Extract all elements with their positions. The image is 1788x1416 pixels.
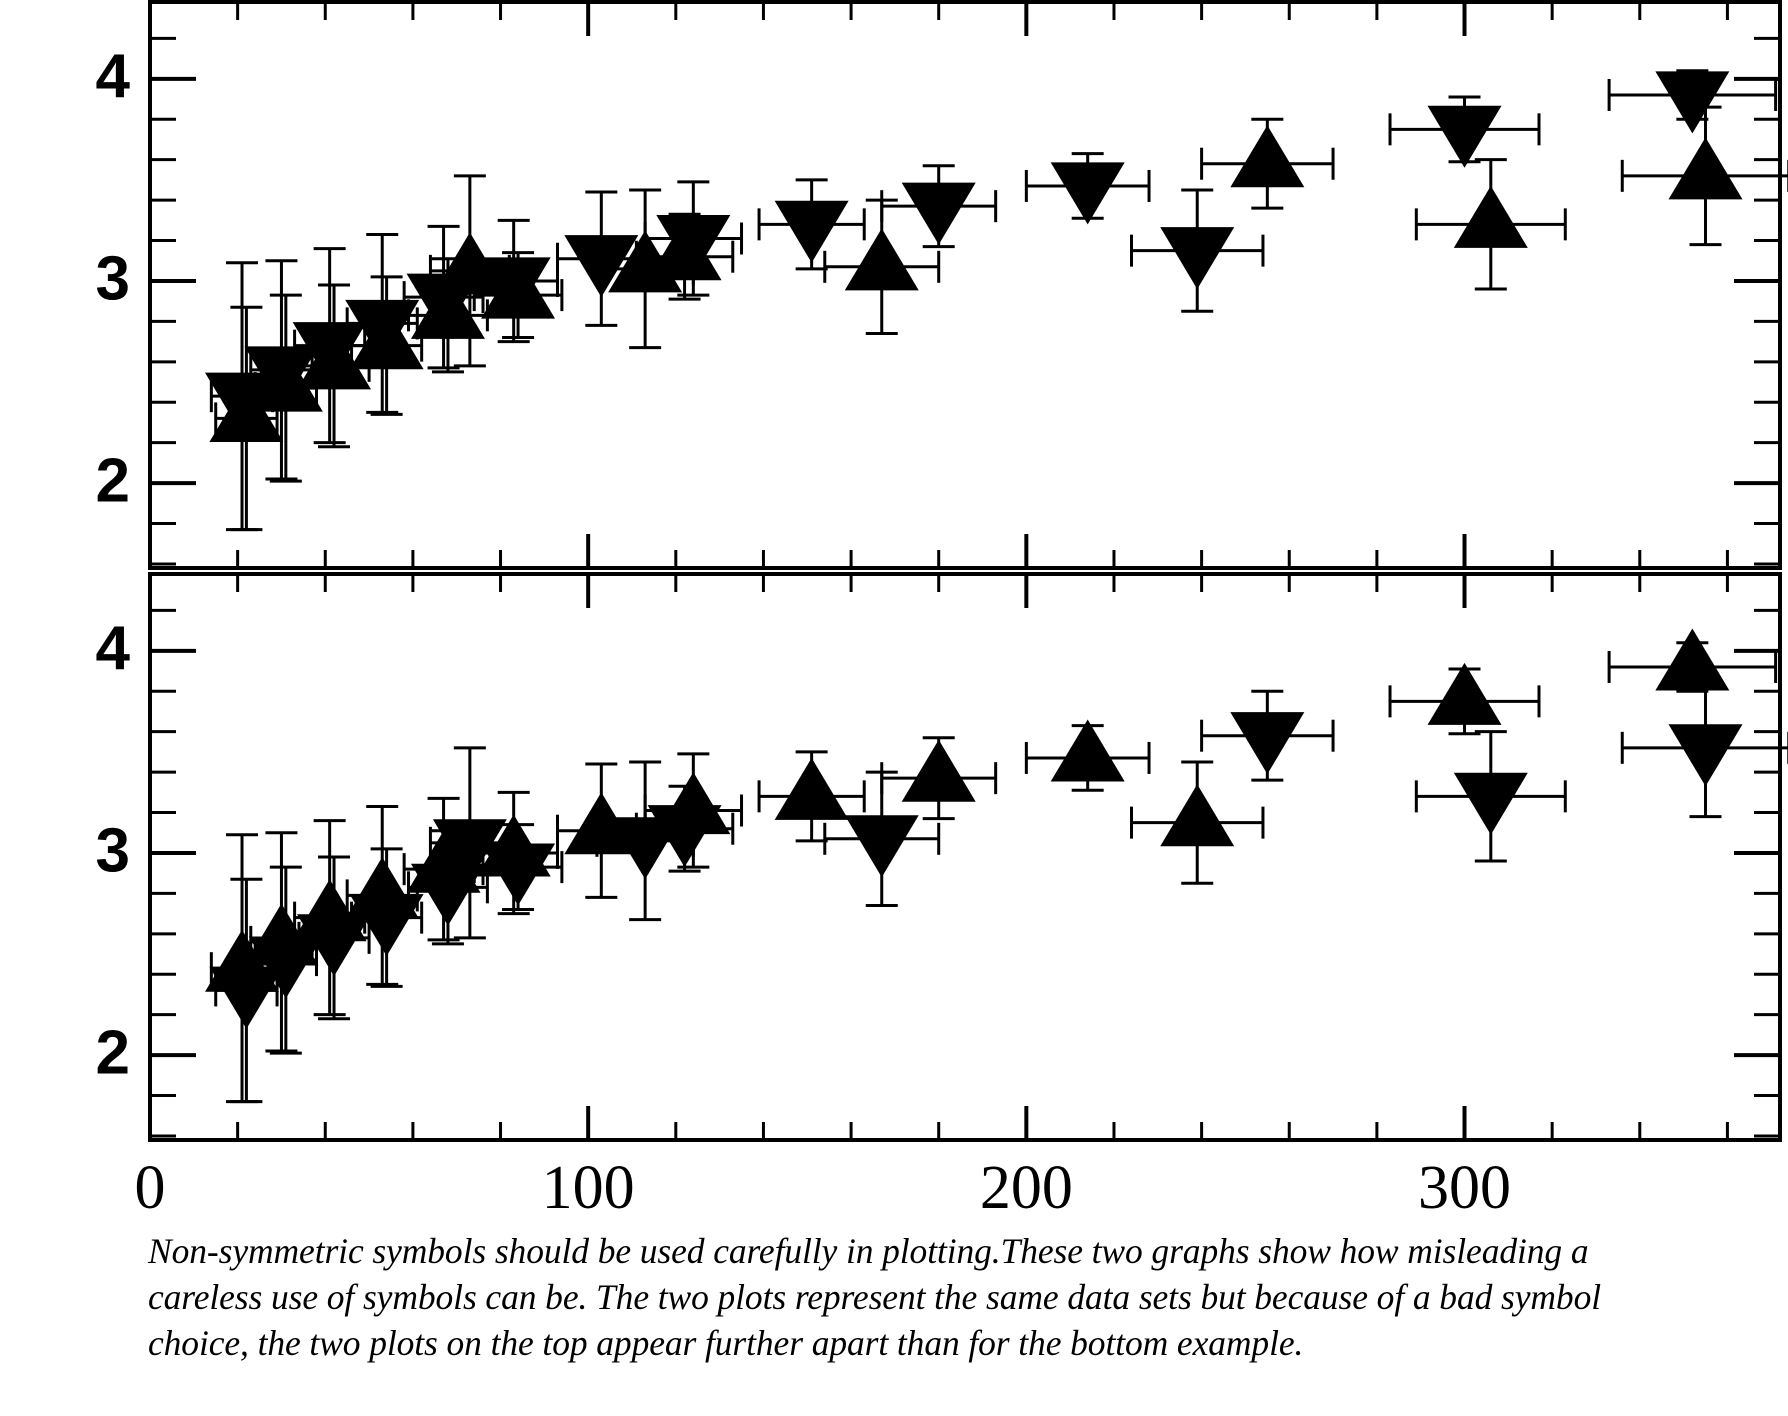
xticklabel: 100 [542, 1154, 635, 1222]
figure-svg: 2 3 4 2 3 4 0 100 200 300 [96, 0, 1788, 1222]
bottom-panel-pt1-4-marker-down-triangle [410, 863, 485, 926]
bottom-panel-pt0-13-marker-up-triangle [1655, 628, 1730, 691]
top-panel-pt1-4-marker-up-triangle [410, 276, 485, 339]
top-panel-yticklabel: 4 [96, 42, 131, 111]
bottom-panel-pt1-5-marker-down-triangle [432, 819, 507, 882]
top-panel-pt1-1-marker-up-triangle [248, 349, 323, 412]
top-panel-pt1-0-marker-up-triangle [209, 379, 284, 442]
top-panel-pt1-11-marker-up-triangle [1453, 185, 1528, 248]
bottom-panel-pt1-6-marker-down-triangle [481, 843, 556, 906]
bottom-panel-yticklabel: 2 [96, 1018, 130, 1087]
top-panel-data [205, 69, 1788, 532]
bottom-panel-frame [148, 572, 1782, 1142]
top-panel-pt1-9-marker-up-triangle [844, 228, 919, 291]
top-panel-series-b [209, 105, 1788, 532]
top-panel-yticklabel: 3 [96, 244, 130, 313]
bottom-panel-data [205, 628, 1788, 1104]
bottom-panel-pt1-3-marker-down-triangle [349, 894, 424, 957]
top-panel: 2 3 4 [96, 0, 1788, 570]
bottom-panel-pt0-8-marker-up-triangle [774, 757, 849, 820]
top-panel-pt1-10-marker-up-triangle [1230, 125, 1305, 188]
top-panel-frame [148, 0, 1782, 570]
bottom-panel-pt0-9-marker-up-triangle [901, 739, 976, 802]
top-panel-pt0-11-marker-down-triangle [1160, 227, 1235, 290]
bottom-panel: 2 3 4 0 100 200 300 [96, 572, 1788, 1222]
top-panel-pt0-6-marker-down-triangle [564, 235, 639, 298]
bottom-panel-yticklabel: 3 [96, 816, 130, 885]
bottom-panel-pt0-11-marker-up-triangle [1160, 784, 1235, 847]
bottom-panel-pt1-12-marker-down-triangle [1668, 724, 1743, 787]
xticklabel: 300 [1418, 1154, 1511, 1222]
plot-area: 2 3 4 2 3 4 0 100 200 300 [96, 0, 1788, 1222]
top-panel-pt0-13-marker-down-triangle [1655, 71, 1730, 134]
top-panel-pt1-3-marker-up-triangle [349, 307, 424, 370]
bottom-panel-pt1-7-marker-down-triangle [608, 817, 683, 880]
top-panel-yticklabel: 2 [96, 446, 130, 515]
top-panel-pt1-5-marker-up-triangle [432, 232, 507, 295]
top-panel-pt0-9-marker-down-triangle [901, 182, 976, 245]
top-panel-pt1-12-marker-up-triangle [1668, 137, 1743, 200]
xticklabel: 0 [135, 1154, 166, 1222]
bottom-panel-series-b [209, 677, 1788, 1104]
bottom-panel-pt1-0-marker-down-triangle [209, 966, 284, 1029]
figure-caption: Non-symmetric symbols should be used car… [148, 1231, 1601, 1364]
bottom-panel-pt1-11-marker-down-triangle [1453, 772, 1528, 835]
top-panel-pt1-2-marker-up-triangle [297, 327, 372, 390]
bottom-panel-pt1-8-marker-down-triangle [647, 805, 722, 868]
bottom-panel-pt1-10-marker-down-triangle [1230, 712, 1305, 775]
bottom-panel-pt0-10-marker-up-triangle [1050, 719, 1125, 782]
top-panel-pt1-6-marker-up-triangle [481, 256, 556, 319]
bottom-panel-pt1-1-marker-down-triangle [248, 936, 323, 999]
xticklabel: 200 [980, 1154, 1073, 1222]
bottom-panel-yticklabel: 4 [96, 614, 131, 683]
bottom-panel-pt0-12-marker-up-triangle [1427, 662, 1502, 725]
bottom-panel-pt0-6-marker-up-triangle [564, 792, 639, 855]
top-panel-pt1-8-marker-up-triangle [647, 218, 722, 281]
top-panel-pt0-10-marker-down-triangle [1050, 162, 1125, 225]
top-panel-pt0-8-marker-down-triangle [774, 200, 849, 263]
bottom-panel-pt1-9-marker-down-triangle [844, 815, 919, 878]
top-panel-pt0-12-marker-down-triangle [1427, 105, 1502, 168]
